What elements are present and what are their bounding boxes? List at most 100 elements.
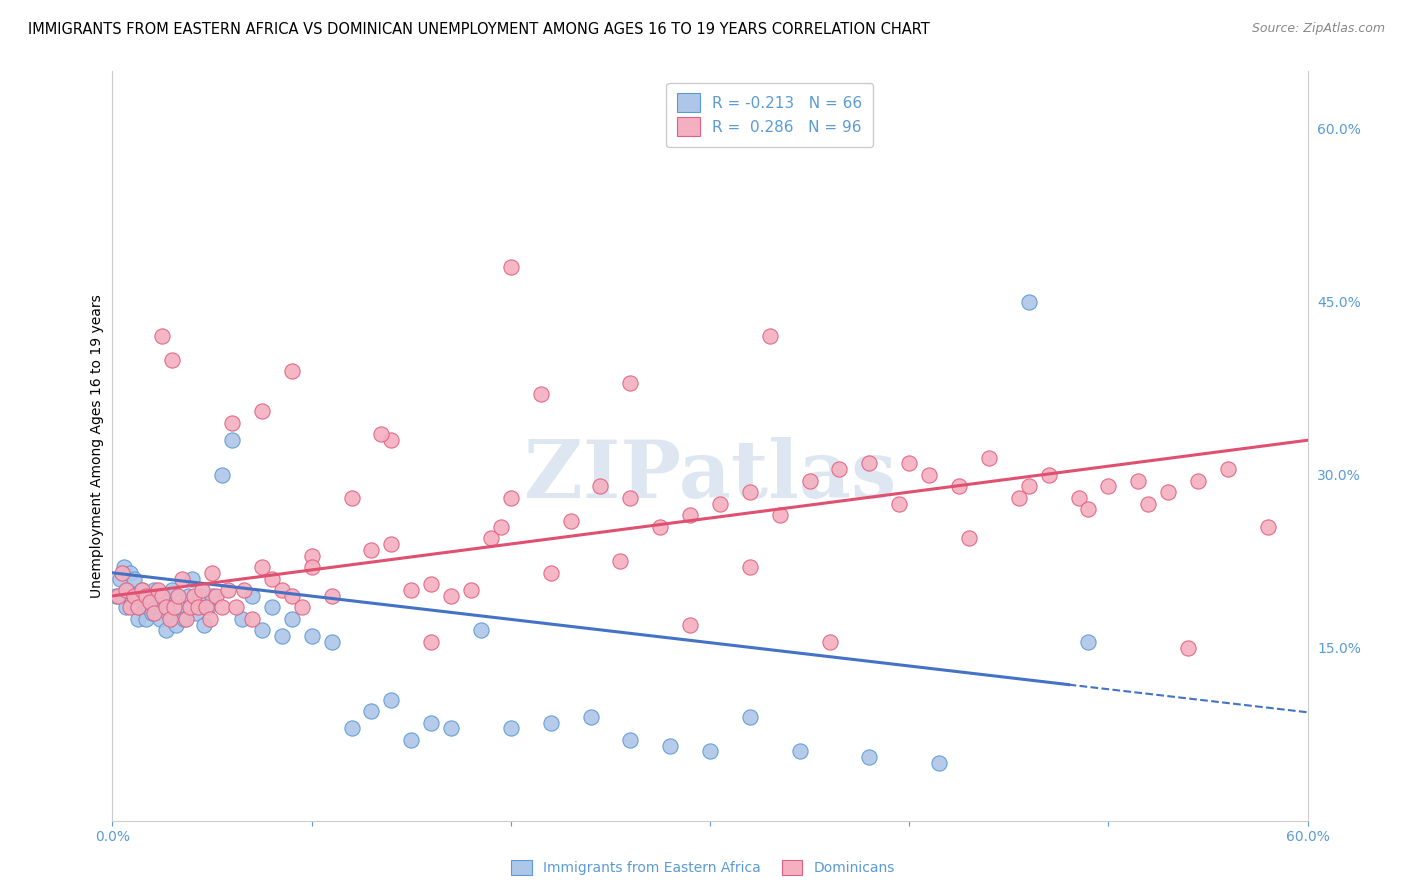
Legend: R = -0.213   N = 66, R =  0.286   N = 96: R = -0.213 N = 66, R = 0.286 N = 96 [666, 83, 873, 147]
Point [250, 624, 273, 638]
Point [111, 589, 134, 603]
Point [301, 549, 323, 563]
Point [221, 434, 243, 448]
Point [115, 600, 138, 615]
Point [489, 519, 512, 533]
Point [162, 583, 183, 598]
Point [499, 260, 522, 275]
Point [609, 554, 631, 568]
Point [828, 462, 851, 476]
Point [211, 467, 233, 482]
Point [360, 704, 382, 718]
Point [217, 583, 239, 598]
Point [148, 583, 170, 598]
Point [120, 600, 142, 615]
Point [738, 710, 761, 724]
Point [1018, 294, 1040, 309]
Point [169, 600, 191, 615]
Point [589, 479, 612, 493]
Point [370, 427, 392, 442]
Point [659, 739, 682, 753]
Point [150, 600, 173, 615]
Point [201, 589, 224, 603]
Point [163, 600, 186, 615]
Point [1008, 491, 1031, 505]
Point [174, 612, 197, 626]
Point [340, 722, 363, 736]
Point [1187, 474, 1209, 488]
Point [148, 589, 170, 603]
Point [240, 589, 263, 603]
Point [121, 594, 143, 608]
Point [1257, 519, 1279, 533]
Point [260, 572, 283, 586]
Point [889, 497, 911, 511]
Point [188, 589, 211, 603]
Point [679, 617, 702, 632]
Point [440, 722, 463, 736]
Point [401, 583, 423, 598]
Point [124, 572, 146, 586]
Point [799, 474, 821, 488]
Point [1067, 491, 1090, 505]
Point [1137, 497, 1160, 511]
Point [179, 600, 201, 615]
Point [110, 572, 132, 586]
Point [211, 600, 233, 615]
Point [159, 612, 181, 626]
Point [138, 600, 160, 615]
Point [619, 376, 641, 390]
Point [155, 624, 177, 638]
Point [460, 583, 482, 598]
Point [155, 600, 177, 615]
Point [1077, 502, 1099, 516]
Point [177, 589, 200, 603]
Point [540, 715, 562, 730]
Point [186, 606, 208, 620]
Point [281, 612, 304, 626]
Point [560, 514, 582, 528]
Point [173, 612, 195, 626]
Point [127, 600, 149, 615]
Point [579, 710, 602, 724]
Point [769, 508, 792, 523]
Point [135, 589, 157, 603]
Point [1157, 485, 1180, 500]
Point [260, 600, 283, 615]
Point [340, 491, 363, 505]
Point [1128, 474, 1150, 488]
Point [380, 692, 402, 706]
Point [197, 600, 219, 615]
Point [301, 629, 323, 643]
Point [818, 635, 841, 649]
Text: IMMIGRANTS FROM EASTERN AFRICA VS DOMINICAN UNEMPLOYMENT AMONG AGES 16 TO 19 YEA: IMMIGRANTS FROM EASTERN AFRICA VS DOMINI… [28, 22, 929, 37]
Point [1018, 479, 1040, 493]
Point [165, 617, 187, 632]
Point [281, 589, 304, 603]
Point [738, 560, 761, 574]
Point [120, 566, 142, 580]
Point [221, 416, 243, 430]
Point [193, 617, 215, 632]
Point [157, 606, 180, 620]
Point [172, 572, 194, 586]
Point [1097, 479, 1119, 493]
Point [301, 560, 323, 574]
Point [187, 600, 209, 615]
Point [858, 750, 880, 764]
Point [440, 589, 463, 603]
Point [380, 434, 402, 448]
Point [470, 624, 492, 638]
Point [127, 612, 149, 626]
Point [928, 756, 950, 770]
Point [183, 589, 205, 603]
Point [240, 612, 263, 626]
Point [499, 722, 522, 736]
Point [115, 583, 138, 598]
Point [131, 583, 153, 598]
Point [195, 600, 218, 615]
Point [153, 589, 176, 603]
Point [191, 583, 214, 598]
Point [105, 589, 128, 603]
Legend: Immigrants from Eastern Africa, Dominicans: Immigrants from Eastern Africa, Dominica… [506, 855, 900, 880]
